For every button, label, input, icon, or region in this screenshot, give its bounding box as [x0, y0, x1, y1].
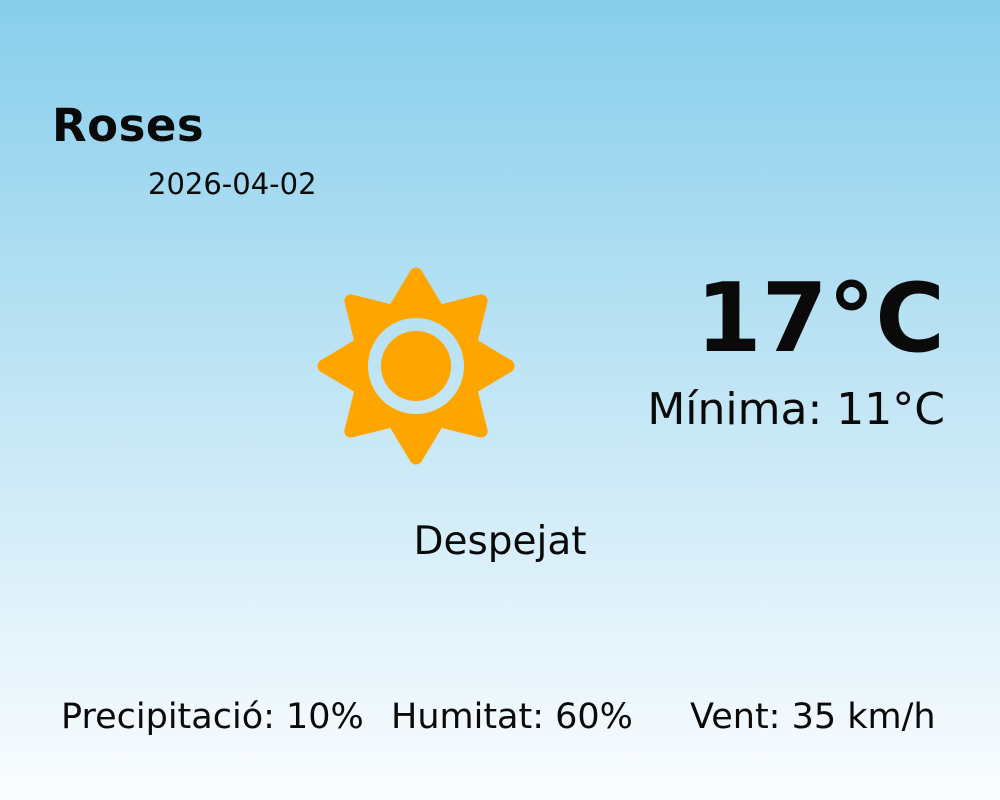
- precipitation-stat: Precipitació: 10%: [61, 697, 364, 737]
- sun-icon: [316, 266, 516, 466]
- current-temperature: 17°C: [695, 264, 945, 374]
- city-title: Roses: [52, 99, 205, 152]
- humidity-stat: Humitat: 60%: [391, 697, 633, 737]
- wind-stat: Vent: 35 km/h: [690, 697, 936, 737]
- weather-condition: Despejat: [413, 519, 587, 564]
- forecast-date: 2026-04-02: [148, 167, 317, 201]
- minimum-temperature: Mínima: 11°C: [647, 384, 945, 435]
